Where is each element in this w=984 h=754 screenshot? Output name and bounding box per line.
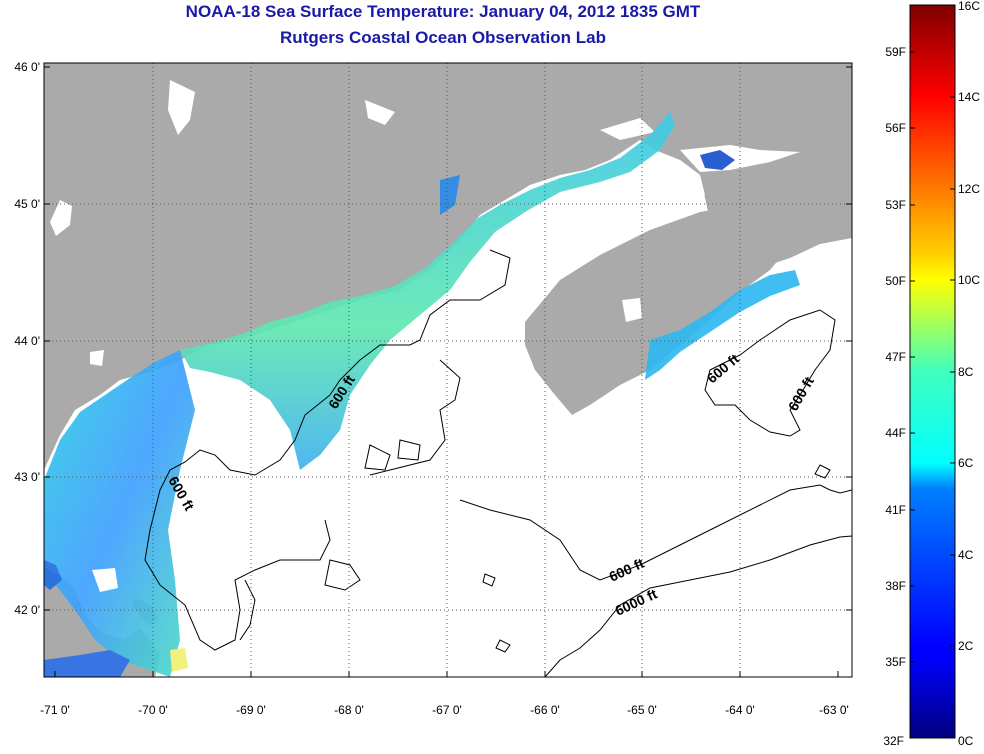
colorbar-gradient — [909, 4, 956, 739]
lat-label: 46 0' — [14, 60, 40, 74]
lon-label: -66 0' — [530, 703, 560, 717]
lon-label: -64 0' — [725, 703, 755, 717]
colorbar-celsius-label: 14C — [958, 90, 980, 104]
lon-label: -70 0' — [138, 703, 168, 717]
lat-label: 43 0' — [14, 470, 40, 484]
lon-label: -67 0' — [432, 703, 462, 717]
colorbar-fahrenheit-label: 56F — [885, 121, 906, 135]
colorbar-celsius-label: 10C — [958, 273, 980, 287]
depth-contours — [144, 249, 852, 677]
lon-label: -63 0' — [819, 703, 849, 717]
lake-shape — [50, 200, 72, 236]
lake-shape — [365, 100, 395, 125]
colorbar-fahrenheit-label: 50F — [885, 274, 906, 288]
colorbar-celsius-label: 0C — [958, 734, 974, 748]
lon-label: -68 0' — [334, 703, 364, 717]
colorbar-celsius-label: 4C — [958, 548, 974, 562]
colorbar-fahrenheit-label: 35F — [885, 655, 906, 669]
map-title: NOAA-18 Sea Surface Temperature: January… — [185, 2, 701, 21]
colorbar-fahrenheit-label: 41F — [885, 503, 906, 517]
lon-label: -71 0' — [40, 703, 70, 717]
lat-label: 45 0' — [14, 197, 40, 211]
colorbar-fahrenheit-label: 47F — [885, 350, 906, 364]
lake-shape — [622, 298, 642, 322]
map-frame — [43, 62, 853, 678]
map-subtitle: Rutgers Coastal Ocean Observation Lab — [280, 28, 606, 47]
colorbar-fahrenheit-label: 32F — [883, 734, 904, 748]
colorbar-ticks — [910, 4, 955, 663]
lat-label: 44 0' — [14, 334, 40, 348]
lake-shape — [90, 350, 104, 366]
colorbar-fahrenheit-label: 53F — [885, 198, 906, 212]
axis-ticks — [44, 66, 852, 677]
lake-shape — [600, 118, 655, 140]
colorbar-celsius-label: 12C — [958, 182, 980, 196]
colorbar-celsius-label: 8C — [958, 365, 974, 379]
lon-label: -69 0' — [236, 703, 266, 717]
colorbar-fahrenheit-label: 38F — [885, 579, 906, 593]
land-maine-newbrunswick — [44, 63, 852, 470]
lon-label: -65 0' — [627, 703, 657, 717]
colorbar-fahrenheit-label: 44F — [885, 426, 906, 440]
lat-label: 42 0' — [14, 603, 40, 617]
bay-of-fundy — [470, 155, 705, 300]
lake-shape — [168, 80, 195, 135]
colorbar-celsius-label: 6C — [958, 456, 974, 470]
colorbar-fahrenheit-label: 59F — [885, 45, 906, 59]
lat-lon-grid — [44, 63, 852, 677]
land-nova-scotia — [525, 198, 800, 415]
sst-coastal-band — [44, 112, 800, 677]
colorbar-celsius-label: 2C — [958, 639, 974, 653]
colorbar-celsius-label: 16C — [958, 0, 980, 13]
